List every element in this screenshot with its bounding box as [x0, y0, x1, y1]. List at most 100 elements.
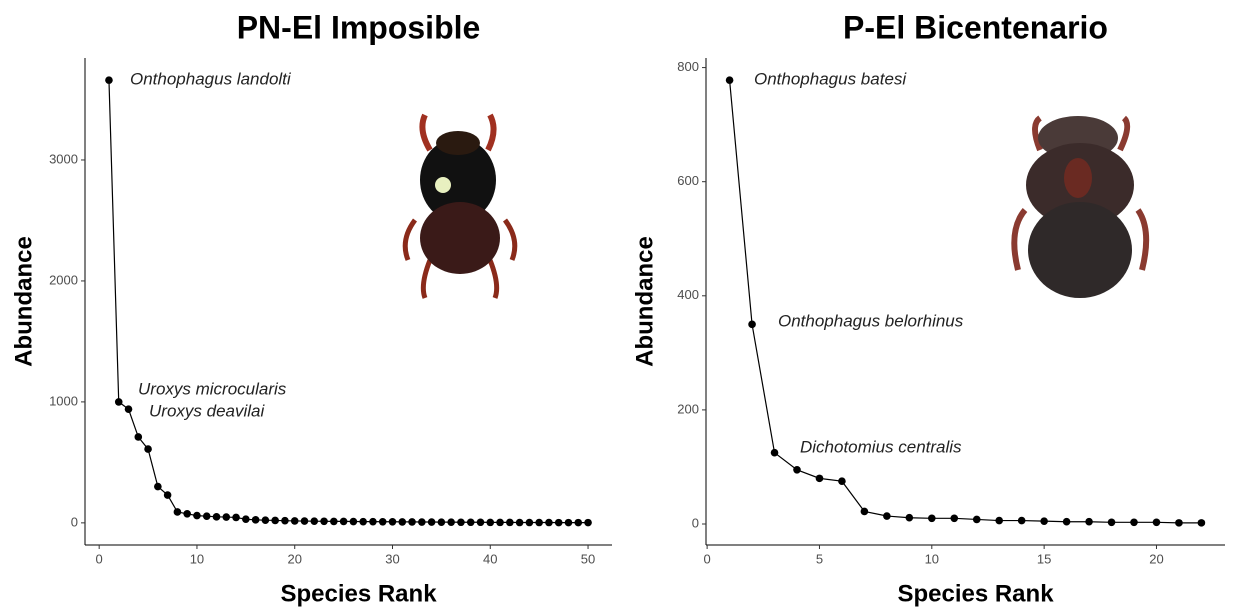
x-tick-label: 5 — [816, 551, 823, 566]
x-tick-label: 20 — [1149, 551, 1163, 566]
point — [379, 518, 387, 526]
point — [816, 475, 824, 483]
point — [457, 518, 465, 526]
point — [213, 513, 221, 521]
point — [1198, 519, 1206, 527]
y-tick-label: 0 — [71, 514, 78, 529]
point — [526, 519, 534, 527]
y-tick-label: 1000 — [49, 393, 78, 408]
point — [748, 321, 756, 329]
point — [1153, 518, 1161, 526]
point — [115, 398, 123, 406]
point — [154, 483, 162, 491]
x-axis-title: Species Rank — [280, 580, 437, 607]
point — [1040, 517, 1048, 525]
point — [203, 512, 211, 520]
point — [486, 519, 494, 527]
point — [861, 508, 869, 516]
y-tick-label: 400 — [677, 287, 699, 302]
point — [134, 433, 142, 441]
point — [398, 518, 406, 526]
annotation: Uroxys microcularis — [138, 379, 287, 398]
x-tick-label: 50 — [581, 551, 595, 566]
point — [125, 405, 133, 413]
point — [418, 518, 426, 526]
x-tick-label: 30 — [385, 551, 399, 566]
point — [1108, 518, 1116, 526]
y-tick-label: 600 — [677, 173, 699, 188]
point — [565, 519, 573, 527]
point — [340, 518, 348, 526]
y-tick-label: 2000 — [49, 272, 78, 287]
point — [447, 518, 455, 526]
point — [555, 519, 563, 527]
point — [438, 518, 446, 526]
point — [281, 517, 289, 525]
point — [164, 491, 172, 499]
point — [506, 519, 514, 527]
point — [1018, 517, 1026, 525]
point — [310, 517, 318, 525]
y-tick-label: 800 — [677, 59, 699, 74]
y-tick-label: 200 — [677, 401, 699, 416]
point — [950, 514, 958, 522]
point — [252, 516, 260, 524]
point — [995, 517, 1003, 525]
point — [1063, 518, 1071, 526]
chart-title: PN-El Imposible — [237, 9, 481, 45]
point — [467, 518, 475, 526]
point — [516, 519, 524, 527]
x-tick-label: 0 — [96, 551, 103, 566]
point — [271, 517, 279, 525]
beetle-image — [1014, 116, 1146, 298]
x-tick-label: 10 — [925, 551, 939, 566]
x-tick-label: 0 — [704, 551, 711, 566]
point — [1175, 519, 1183, 527]
x-tick-label: 15 — [1037, 551, 1051, 566]
point — [726, 76, 734, 84]
point — [545, 519, 553, 527]
x-tick-label: 10 — [190, 551, 204, 566]
point — [838, 477, 846, 485]
annotation: Uroxys deavilai — [149, 401, 265, 420]
point — [584, 519, 592, 527]
point — [408, 518, 416, 526]
point — [359, 518, 367, 526]
chart-title: P-El Bicentenario — [843, 9, 1108, 45]
point — [477, 518, 485, 526]
y-tick-label: 0 — [692, 515, 699, 530]
annotation: Onthophagus batesi — [754, 69, 907, 88]
point — [771, 449, 779, 457]
point — [883, 512, 891, 520]
x-tick-label: 40 — [483, 551, 497, 566]
beetle-image — [405, 115, 515, 298]
point — [193, 512, 201, 520]
point — [105, 76, 113, 84]
point — [389, 518, 397, 526]
annotation: Dichotomius centralis — [800, 437, 962, 456]
point — [350, 518, 358, 526]
point — [330, 518, 338, 526]
figure: PN-El ImposibleSpecies RankAbundance0100… — [0, 0, 1241, 612]
point — [1130, 518, 1138, 526]
point — [222, 513, 230, 521]
point — [242, 515, 250, 523]
point — [144, 445, 152, 453]
point — [574, 519, 582, 527]
y-axis-title: Abundance — [10, 236, 37, 367]
annotation: Onthophagus belorhinus — [778, 311, 964, 330]
point — [320, 517, 328, 525]
x-tick-label: 20 — [287, 551, 301, 566]
point — [291, 517, 299, 525]
point — [928, 514, 936, 522]
point — [174, 508, 182, 516]
point — [535, 519, 543, 527]
annotation: Onthophagus landolti — [130, 69, 292, 88]
y-axis-title: Abundance — [631, 236, 658, 367]
point — [793, 466, 801, 474]
line — [109, 80, 588, 522]
y-tick-label: 3000 — [49, 151, 78, 166]
point — [428, 518, 436, 526]
point — [262, 516, 270, 524]
point — [301, 517, 309, 525]
